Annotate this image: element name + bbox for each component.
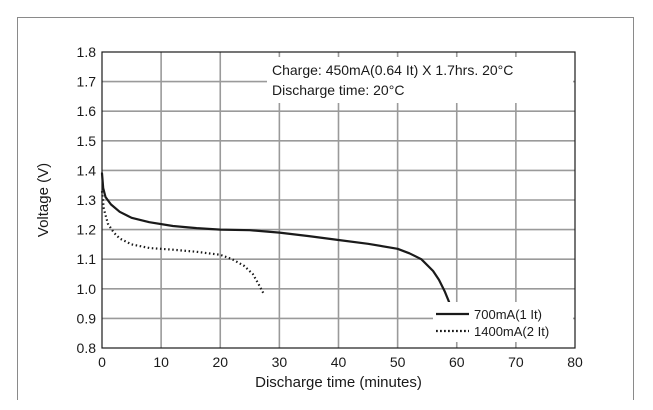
- legend: 700mA(1 It) 1400mA(2 It): [433, 302, 573, 342]
- y-tick-label: 1.1: [77, 251, 97, 267]
- x-tick-label: 30: [272, 354, 288, 370]
- y-tick-label: 1.2: [77, 222, 97, 238]
- x-tick-label: 80: [567, 354, 583, 370]
- y-tick-label: 0.9: [77, 310, 97, 326]
- x-tick-label: 50: [390, 354, 406, 370]
- y-tick-label: 1.6: [77, 103, 97, 119]
- y-tick-label: 1.3: [77, 192, 97, 208]
- x-tick-label: 40: [331, 354, 347, 370]
- series-line-1: [100, 190, 265, 294]
- annotation-background: [267, 57, 573, 103]
- y-tick-label: 1.8: [77, 44, 97, 60]
- legend-background: [433, 302, 573, 342]
- y-tick-label: 1.0: [77, 281, 97, 297]
- x-axis-label: Discharge time (minutes): [255, 374, 422, 391]
- annotation-discharge-temp: Discharge time: 20°C: [272, 82, 404, 98]
- x-tick-label: 60: [449, 354, 465, 370]
- annotation-box: Charge: 450mA(0.64 It) X 1.7hrs. 20°C Di…: [267, 57, 573, 103]
- x-tick-label: 20: [212, 354, 228, 370]
- annotation-charge: Charge: 450mA(0.64 It) X 1.7hrs. 20°C: [272, 62, 513, 78]
- x-tick-label: 70: [508, 354, 524, 370]
- chart-frame: 0 10 20 30 40 50 60 70 80 0.8 0.9 1.0 1.1 1.2 1.3 1.4 1.…: [17, 17, 634, 400]
- series-layer: [100, 172, 451, 304]
- legend-label-700ma: 700mA(1 It): [474, 307, 542, 322]
- legend-label-1400ma: 1400mA(2 It): [474, 324, 549, 339]
- tick-layer: 0 10 20 30 40 50 60 70 80 0.8 0.9 1.0 1.1 1.2 1.3 1.4 1.…: [77, 44, 583, 370]
- y-tick-label: 1.7: [77, 74, 97, 90]
- x-tick-label: 0: [98, 354, 106, 370]
- y-tick-label: 0.8: [77, 340, 97, 356]
- y-axis-label: Voltage (V): [35, 163, 52, 237]
- x-tick-label: 10: [153, 354, 169, 370]
- y-tick-label: 1.4: [77, 162, 97, 178]
- discharge-chart: 0 10 20 30 40 50 60 70 80 0.8 0.9 1.0 1.1 1.2 1.3 1.4 1.…: [35, 44, 583, 391]
- series-line-0: [100, 172, 451, 304]
- y-tick-label: 1.5: [77, 133, 97, 149]
